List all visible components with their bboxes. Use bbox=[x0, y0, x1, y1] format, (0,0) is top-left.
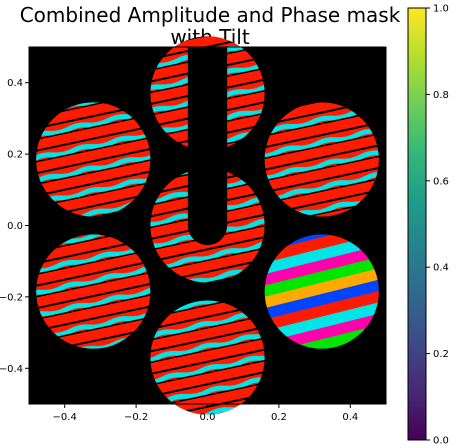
mirror-segment-6 bbox=[36, 234, 151, 349]
y-tick-label: 0.2 bbox=[7, 150, 23, 161]
colorbar-tick: 1.0 bbox=[426, 4, 449, 15]
colorbar-tick: 0.8 bbox=[426, 90, 449, 101]
mirror-segment-4 bbox=[36, 102, 151, 217]
colorbar-tick: 0.0 bbox=[426, 436, 449, 447]
y-tick: −0.2 bbox=[0, 292, 29, 303]
colorbar-tick: 0.4 bbox=[426, 263, 449, 274]
y-tick: 0.0 bbox=[7, 221, 29, 232]
x-tick: 0.0 bbox=[200, 404, 216, 423]
x-tick: −0.4 bbox=[53, 404, 77, 423]
colorbar-tick-label: 1.0 bbox=[433, 4, 449, 15]
axes: −0.4 −0.2 0.0 0.2 0.4 0.4 0.2 0.0 −0.2 −0.4 bbox=[0, 46, 387, 423]
y-tick-label: 0.4 bbox=[7, 78, 23, 89]
chart-title-line-1: Combined Amplitude and Phase mask bbox=[19, 3, 401, 27]
mirror-segment-5 bbox=[264, 102, 379, 217]
colorbar-tick-label: 0.8 bbox=[433, 90, 449, 101]
x-tick-label: −0.2 bbox=[124, 412, 148, 423]
spider-vane bbox=[187, 47, 228, 246]
colorbar-tick-label: 0.0 bbox=[433, 436, 449, 447]
y-tick: 0.4 bbox=[7, 78, 29, 89]
colorbar-tick: 0.6 bbox=[426, 176, 449, 187]
y-tick: −0.4 bbox=[0, 364, 29, 375]
y-tick-label: −0.4 bbox=[0, 364, 23, 375]
x-tick-label: 0.4 bbox=[342, 412, 358, 423]
mirror-segment-3 bbox=[150, 300, 265, 415]
x-tick-label: 0.2 bbox=[271, 412, 287, 423]
y-tick-label: 0.0 bbox=[7, 221, 23, 232]
y-tick: 0.2 bbox=[7, 150, 29, 161]
colorbar: 0.0 0.2 0.4 0.6 0.8 1.0 bbox=[407, 4, 449, 447]
colorbar-frame bbox=[407, 7, 427, 441]
x-tick: −0.2 bbox=[124, 404, 148, 423]
colorbar-gradient bbox=[408, 8, 426, 440]
y-tick-label: −0.2 bbox=[0, 292, 23, 303]
plot-area bbox=[29, 36, 386, 415]
colorbar-tick: 0.2 bbox=[426, 349, 449, 360]
x-tick: 0.4 bbox=[342, 404, 358, 423]
colorbar-tick-label: 0.4 bbox=[433, 263, 449, 274]
colorbar-tick-label: 0.2 bbox=[433, 349, 449, 360]
x-tick: 0.2 bbox=[271, 404, 287, 423]
colorbar-tick-label: 0.6 bbox=[433, 176, 449, 187]
x-tick-label: 0.0 bbox=[200, 412, 216, 423]
x-tick-label: −0.4 bbox=[53, 412, 77, 423]
mirror-segment-7 bbox=[264, 234, 379, 349]
